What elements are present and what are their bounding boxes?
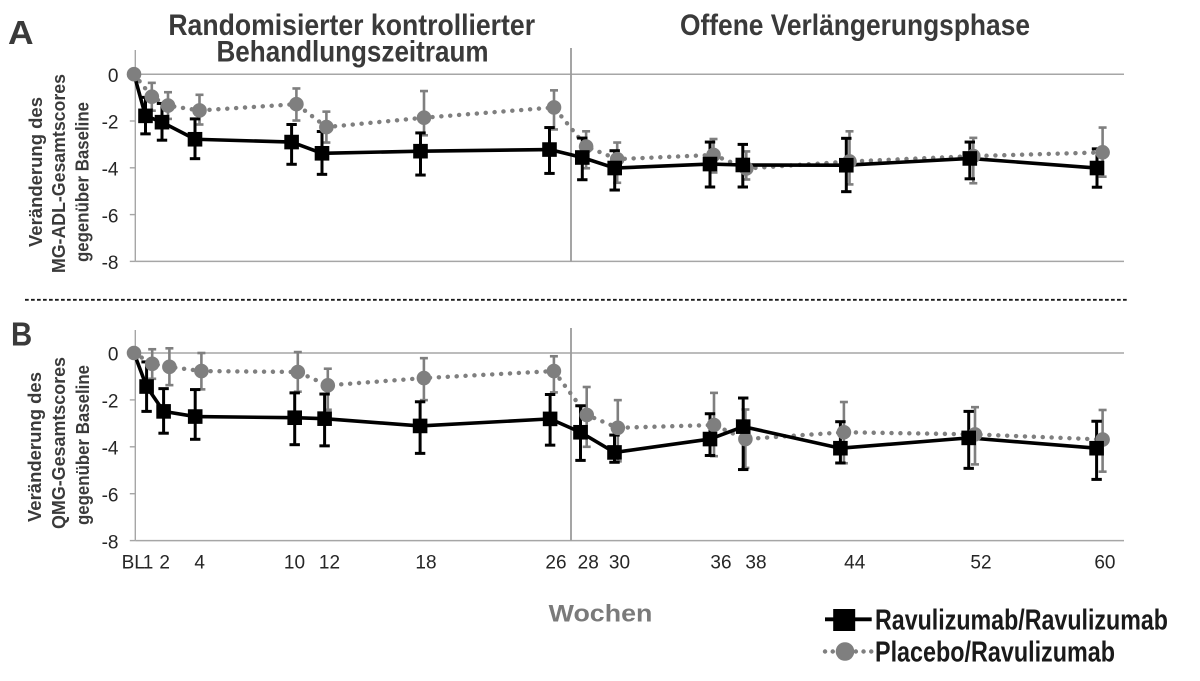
svg-text:1: 1	[143, 553, 154, 574]
svg-text:-4: -4	[102, 439, 119, 460]
svg-text:44: 44	[844, 553, 866, 574]
svg-text:60: 60	[1094, 553, 1115, 574]
svg-text:-6: -6	[102, 206, 119, 227]
svg-text:36: 36	[710, 553, 731, 574]
svg-text:28: 28	[578, 553, 599, 574]
svg-text:Randomisierter kontrollierter: Randomisierter kontrollierter	[168, 9, 535, 42]
svg-text:gegenüber Baseline: gegenüber Baseline	[73, 365, 93, 525]
svg-text:Veränderung des: Veränderung des	[26, 97, 46, 247]
svg-text:0: 0	[108, 66, 119, 87]
svg-text:Wochen: Wochen	[549, 601, 653, 628]
svg-text:QMG-Gesamtscores: QMG-Gesamtscores	[49, 357, 69, 529]
svg-text:18: 18	[415, 553, 436, 574]
svg-text:BL: BL	[122, 553, 145, 574]
svg-text:4: 4	[194, 553, 205, 574]
svg-text:38: 38	[745, 553, 766, 574]
svg-text:-4: -4	[102, 160, 119, 181]
svg-text:A: A	[8, 14, 34, 51]
svg-text:0: 0	[108, 345, 119, 366]
svg-text:Offene Verlängerungsphase: Offene Verlängerungsphase	[680, 9, 1030, 42]
svg-text:Behandlungszeitraum: Behandlungszeitraum	[217, 36, 489, 69]
svg-text:Ravulizumab/Ravulizumab: Ravulizumab/Ravulizumab	[875, 605, 1168, 637]
svg-text:26: 26	[545, 553, 566, 574]
svg-text:-2: -2	[102, 392, 119, 413]
svg-text:52: 52	[970, 553, 991, 574]
svg-text:12: 12	[319, 553, 340, 574]
svg-text:-6: -6	[102, 485, 119, 506]
svg-text:10: 10	[284, 553, 305, 574]
svg-text:-2: -2	[102, 113, 119, 134]
svg-text:30: 30	[609, 553, 630, 574]
svg-text:Veränderung des: Veränderung des	[25, 372, 45, 522]
svg-text:gegenüber Baseline: gegenüber Baseline	[73, 102, 93, 262]
svg-text:2: 2	[159, 553, 170, 574]
svg-text:B: B	[11, 316, 32, 353]
svg-text:MG-ADL-Gesamtscores: MG-ADL-Gesamtscores	[49, 74, 69, 273]
svg-text:Placebo/Ravulizumab: Placebo/Ravulizumab	[875, 637, 1115, 669]
svg-text:-8: -8	[102, 253, 119, 274]
svg-text:-8: -8	[102, 532, 119, 553]
